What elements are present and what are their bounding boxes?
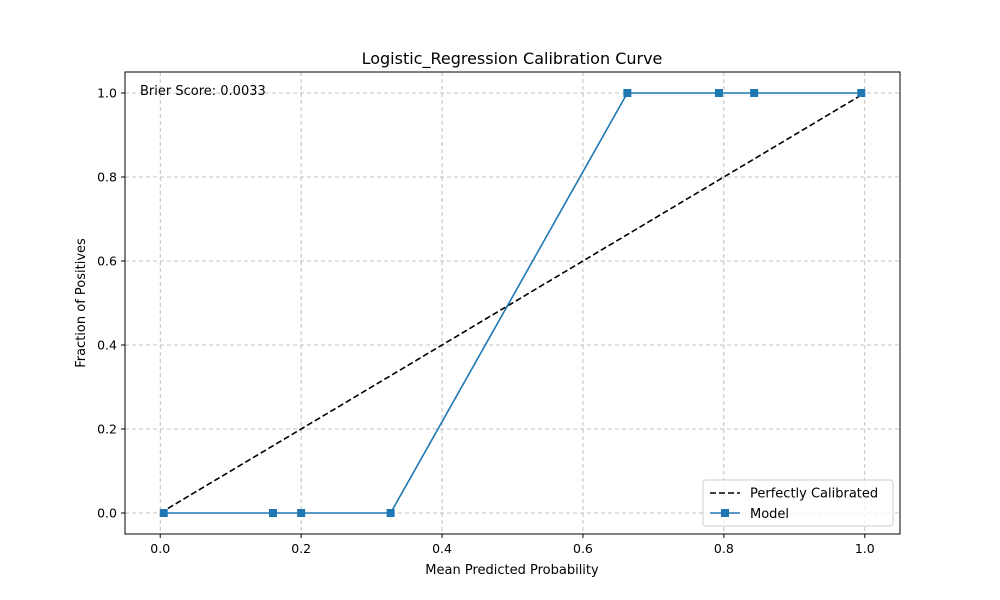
legend-swatch-model-marker bbox=[721, 509, 729, 517]
data-point-model bbox=[386, 509, 395, 517]
x-tick-label: 0.8 bbox=[714, 541, 734, 556]
brier-score-annotation: Brier Score: 0.0033 bbox=[140, 84, 266, 99]
x-tick-label: 0.0 bbox=[150, 541, 170, 556]
data-point-model bbox=[714, 89, 723, 97]
y-tick-label: 1.0 bbox=[97, 86, 117, 101]
legend-label-model: Model bbox=[750, 507, 789, 522]
data-point-model bbox=[750, 89, 759, 97]
data-point-model bbox=[297, 509, 306, 517]
y-tick-label: 0.4 bbox=[97, 338, 117, 353]
data-point-model bbox=[623, 89, 632, 97]
y-axis-label: Fraction of Positives bbox=[74, 238, 89, 368]
x-tick-label: 1.0 bbox=[855, 541, 875, 556]
legend: Perfectly Calibrated Model bbox=[702, 479, 894, 527]
x-axis: 0.0 0.2 0.4 0.6 0.8 1.0 bbox=[150, 534, 875, 556]
x-tick-label: 0.4 bbox=[432, 541, 452, 556]
series-line-perfectly-calibrated bbox=[159, 92, 866, 514]
y-axis: 0.0 0.2 0.4 0.6 0.8 1.0 bbox=[97, 86, 125, 521]
plot-area-frame bbox=[124, 71, 901, 535]
x-tick-label: 0.6 bbox=[573, 541, 593, 556]
y-tick-label: 0.0 bbox=[97, 506, 117, 521]
series-layer bbox=[159, 89, 866, 517]
y-tick-label: 0.6 bbox=[97, 254, 117, 269]
y-tick-label: 0.2 bbox=[97, 422, 117, 437]
x-tick-label: 0.2 bbox=[291, 541, 311, 556]
chart-title: Logistic_Regression Calibration Curve bbox=[362, 49, 663, 69]
data-point-model bbox=[857, 89, 866, 97]
data-point-model bbox=[268, 509, 277, 517]
series-line-model bbox=[163, 92, 862, 514]
x-axis-label: Mean Predicted Probability bbox=[425, 563, 599, 578]
y-tick-label: 0.8 bbox=[97, 170, 117, 185]
data-point-model bbox=[159, 509, 168, 517]
legend-box bbox=[702, 479, 894, 527]
legend-label-perfectly-calibrated: Perfectly Calibrated bbox=[750, 487, 878, 502]
